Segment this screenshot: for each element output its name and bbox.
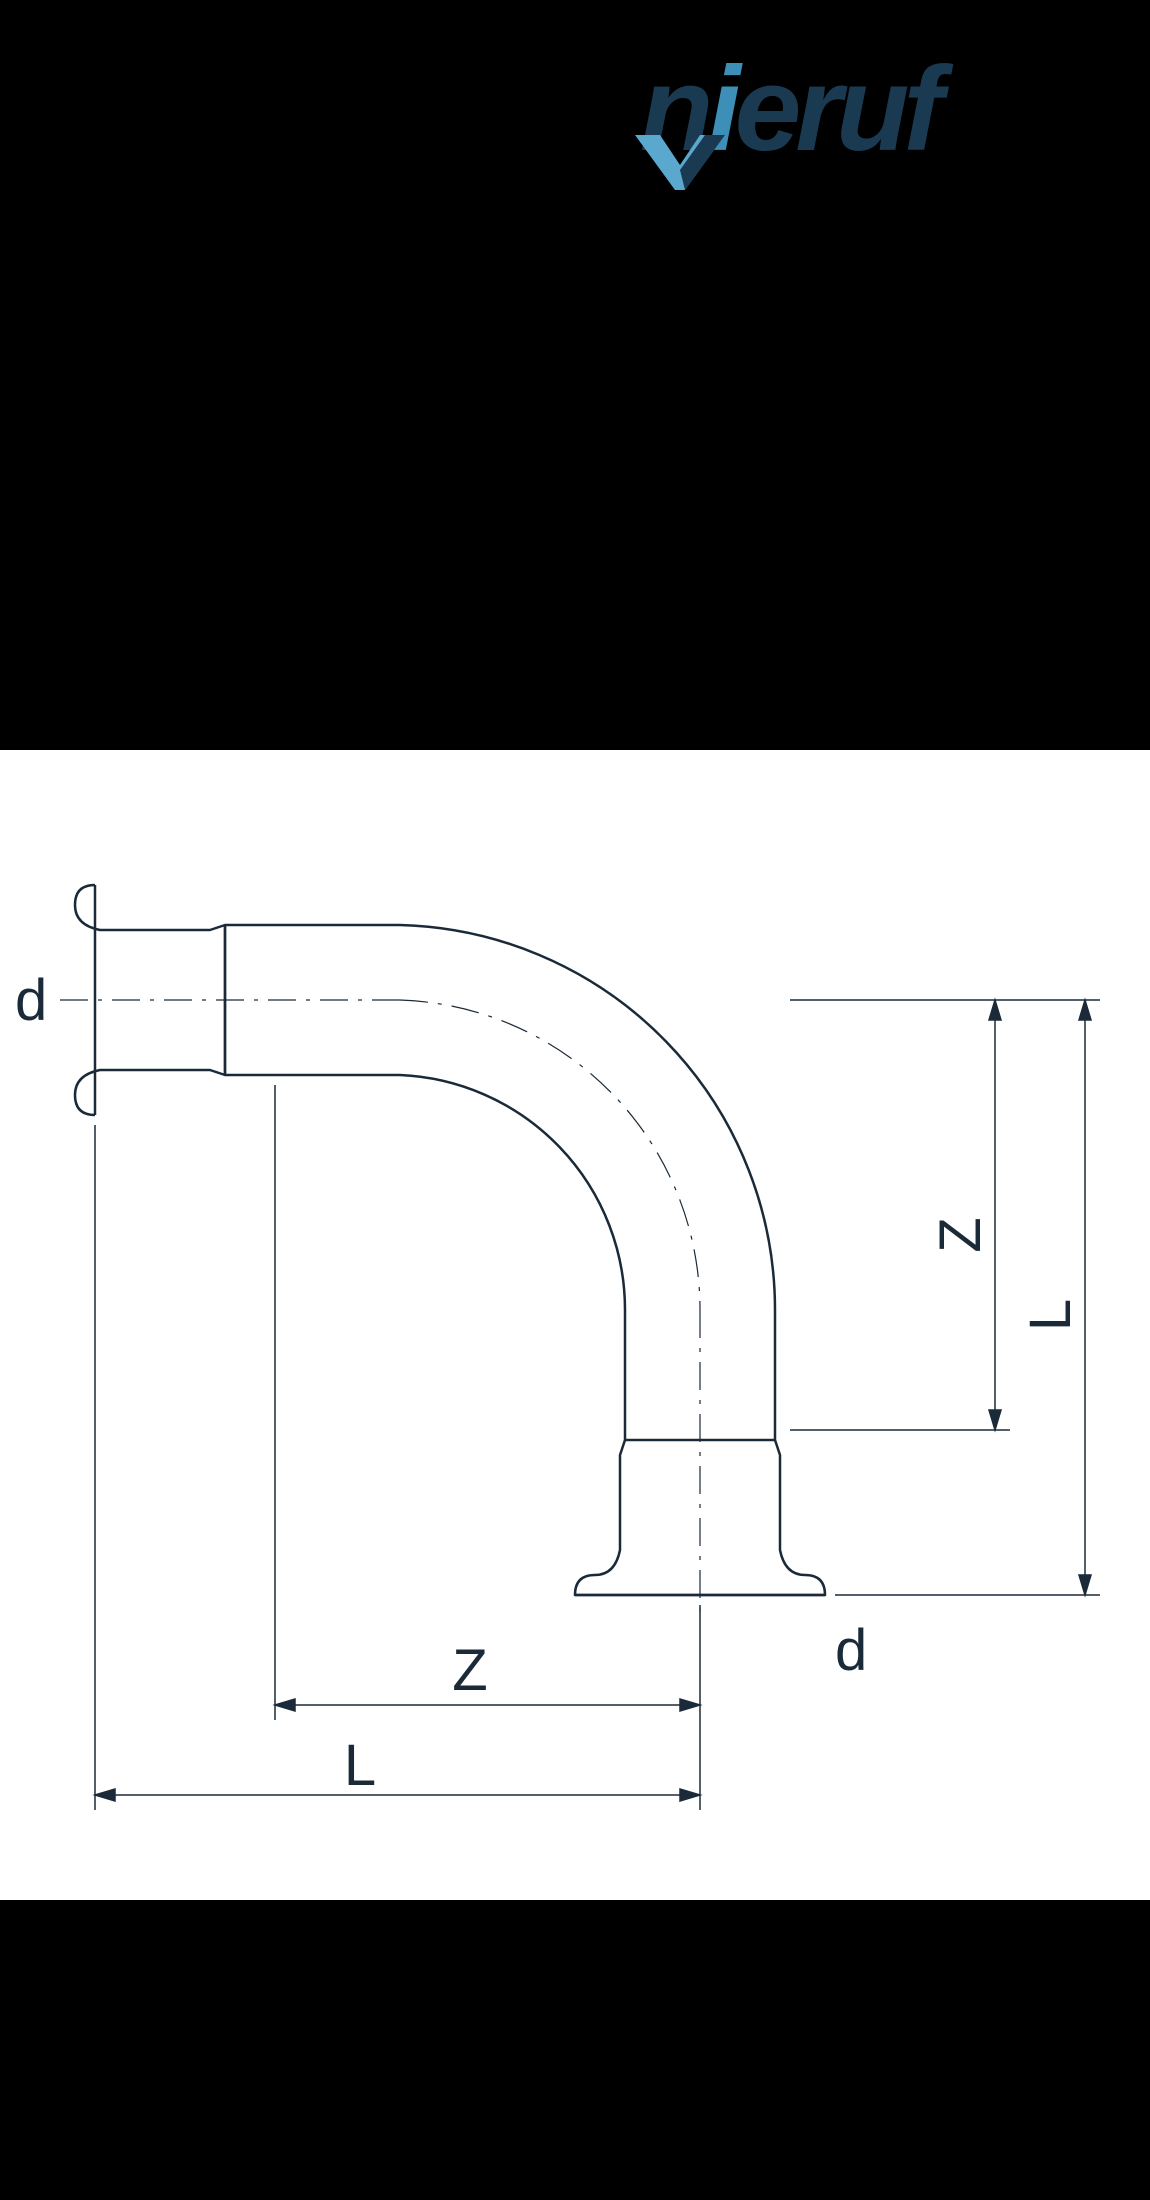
dimension-labels: d d Z L Z L (15, 968, 1083, 1798)
elbow-fitting-drawing: d d Z L Z L (0, 750, 1150, 1900)
label-d-left: d (15, 968, 47, 1033)
brand-logo: nieruf (580, 40, 1100, 190)
elbow-outline (75, 885, 825, 1595)
label-d-bottom: d (835, 1618, 867, 1683)
label-z-right: Z (928, 1217, 993, 1252)
logo-text-after: eruf (735, 42, 938, 176)
label-l-bottom: L (344, 1733, 376, 1798)
technical-drawing-panel: d d Z L Z L (0, 750, 1150, 1900)
label-l-right: L (1018, 1299, 1083, 1331)
logo-chevron-icon (635, 135, 725, 195)
dimension-lines (95, 1000, 1100, 1810)
centerlines (60, 1000, 700, 1620)
label-z-bottom: Z (452, 1638, 487, 1703)
